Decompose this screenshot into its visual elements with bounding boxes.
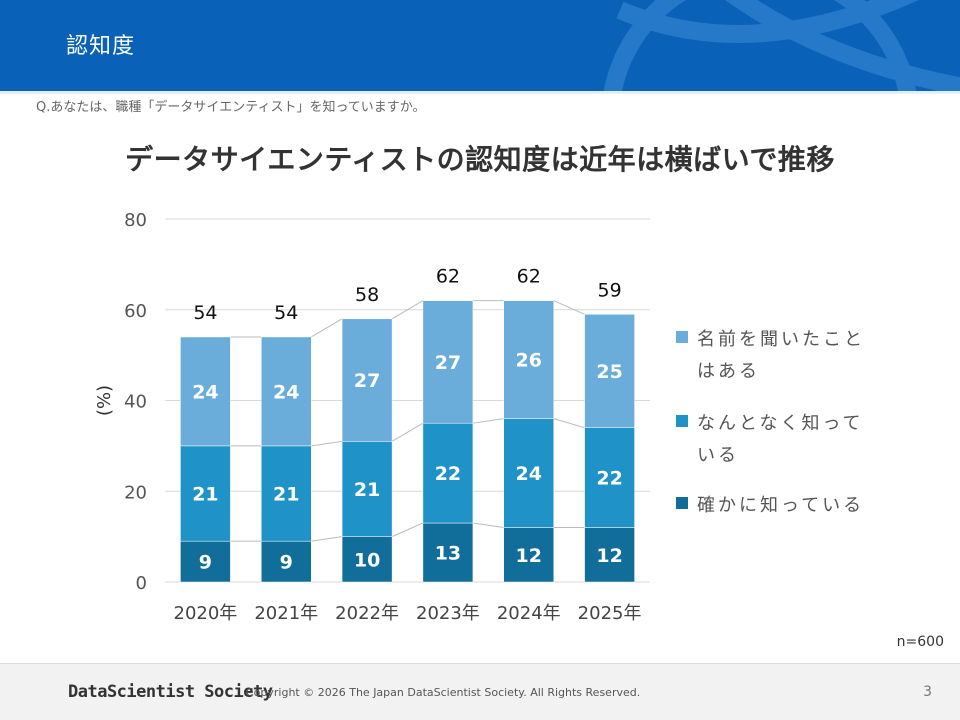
data-label: 21 [192, 484, 218, 506]
data-label: 27 [354, 370, 380, 392]
data-label: 24 [273, 381, 299, 403]
bar-segment [422, 522, 474, 583]
x-tick-label: 2025年 [578, 603, 642, 624]
data-label: 26 [516, 350, 542, 372]
page-number: 3 [923, 684, 932, 700]
footer-logo: DataScientist Society [68, 682, 273, 702]
data-label: 24 [516, 463, 542, 485]
bar-segment [503, 527, 554, 583]
series-connector-line [311, 536, 343, 542]
data-label: 9 [280, 552, 293, 574]
bar-segment [180, 540, 231, 583]
bar-segment [261, 336, 312, 447]
x-tick-label: 2024年 [497, 603, 561, 624]
data-label: 24 [192, 381, 218, 403]
bar-segment [261, 540, 312, 583]
x-tick-label: 2021年 [254, 603, 318, 624]
legend-label-vaguely: なんとなく知っている [697, 413, 864, 466]
data-label: 13 [435, 543, 461, 565]
data-label: 22 [596, 468, 622, 490]
bar-segment [341, 441, 393, 537]
x-tick-label: 2023年 [416, 603, 480, 624]
data-label: 22 [435, 463, 461, 485]
series-connector-line [310, 318, 343, 338]
survey-question: Q.あなたは、職種「データサイエンティスト」を知っていますか。 [36, 100, 426, 115]
legend-swatch-vaguely [676, 415, 688, 427]
bar-segment [341, 536, 393, 583]
legend-swatch-definitely [676, 497, 688, 509]
data-label: 25 [596, 361, 622, 383]
footer: DataScientist Society Copyright © 2026 T… [0, 663, 960, 720]
series-connector-line [391, 522, 424, 538]
bar-segment [261, 445, 312, 542]
y-tick-label: 40 [124, 392, 147, 413]
slide-headline: データサイエンティストの認知度は近年は横ばいで推移 [125, 143, 835, 176]
y-tick-label: 0 [136, 573, 147, 594]
header-band: 認知度 [0, 0, 960, 91]
stacked-bar-chart: 0 20 40 60 80 (%) 9 9 10 13 12 12 21 21 21 22 24 22 24 24 27… [94, 210, 650, 624]
total-label: 62 [436, 266, 460, 288]
data-label: 10 [354, 549, 380, 571]
header-globe-decoration [603, 0, 960, 91]
bar-segment [584, 314, 635, 428]
total-label: 58 [355, 284, 379, 306]
legend-label-heard: 名前を聞いたことはある [697, 329, 865, 382]
bar-segment [180, 336, 231, 447]
series-connector-line [391, 300, 424, 320]
total-label: 54 [274, 302, 298, 324]
series-connector-line [553, 300, 585, 315]
series-connector-line [472, 522, 504, 529]
legend-item-heard: 名前を聞いたことはある [676, 324, 869, 388]
series-connector-line [472, 418, 504, 424]
total-label: 54 [193, 302, 217, 324]
bar-segment [422, 422, 474, 524]
bar-segment [180, 445, 231, 542]
series-connector-line [391, 422, 424, 442]
y-axis-label: (%) [94, 385, 115, 416]
data-label: 12 [596, 545, 622, 567]
footer-copyright: Copyright © 2026 The Japan DataScientist… [246, 686, 641, 699]
data-label: 12 [516, 545, 542, 567]
total-label: 62 [517, 266, 541, 288]
total-label: 59 [597, 279, 621, 301]
data-label: 21 [354, 479, 380, 501]
legend-item-definitely: 確かに知っている [676, 490, 869, 522]
data-label: 27 [435, 352, 461, 374]
bar-segment [584, 427, 635, 528]
page-title: 認知度 [66, 34, 136, 59]
bar-segment [503, 418, 554, 528]
x-tick-label: 2020年 [174, 603, 238, 624]
data-label: 21 [273, 484, 299, 506]
x-tick-label: 2022年 [335, 603, 399, 624]
y-tick-label: 80 [124, 210, 147, 231]
series-connector-line [553, 418, 585, 429]
header-divider [0, 91, 960, 94]
data-label: 9 [199, 552, 212, 574]
sample-size: n=600 [896, 634, 944, 650]
y-tick-label: 20 [124, 482, 147, 503]
bar-segment [503, 300, 554, 419]
series-connector-line [311, 440, 343, 447]
legend-label-definitely: 確かに知っている [697, 495, 865, 516]
legend-item-vaguely: なんとなく知っている [676, 408, 869, 472]
bar-segment [422, 300, 474, 424]
y-tick-label: 60 [124, 301, 147, 322]
legend-swatch-heard [676, 331, 688, 343]
bar-segment [341, 318, 393, 442]
bar-segment [584, 527, 635, 583]
